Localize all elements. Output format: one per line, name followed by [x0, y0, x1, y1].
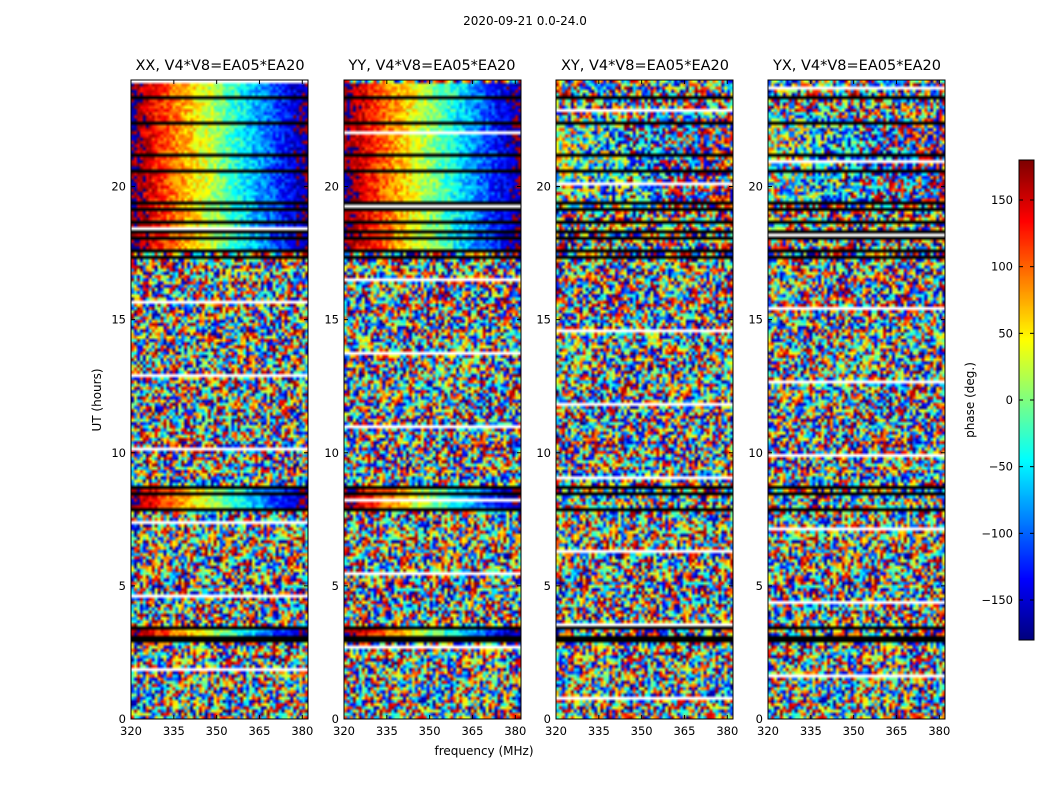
y-tick-label: 10 [748, 446, 763, 460]
panel-heatmap-2 [344, 80, 521, 719]
x-tick-label: 320 [545, 724, 567, 738]
y-tick-label: 5 [756, 579, 763, 593]
y-tick-label: 15 [324, 313, 339, 327]
x-tick-label: 350 [419, 724, 441, 738]
y-tick-label: 5 [119, 579, 126, 593]
colorbar-tick-label: 100 [991, 260, 1013, 274]
y-tick-label: 20 [111, 180, 126, 194]
x-tick-label: 335 [588, 724, 610, 738]
y-tick-label: 0 [756, 712, 763, 726]
y-axis-label: UT (hours) [90, 368, 104, 432]
y-tick-label: 10 [536, 446, 551, 460]
panel-heatmap-3 [556, 80, 733, 719]
x-tick-label: 365 [885, 724, 907, 738]
x-tick-label: 380 [928, 724, 950, 738]
x-tick-label: 365 [248, 724, 270, 738]
colorbar-tick-label: 150 [991, 193, 1013, 207]
colorbar-gradient [1019, 160, 1034, 640]
y-tick-label: 0 [332, 712, 339, 726]
y-tick-label: 5 [544, 579, 551, 593]
x-tick-label: 320 [333, 724, 355, 738]
x-tick-label: 380 [504, 724, 526, 738]
y-tick-label: 15 [748, 313, 763, 327]
y-tick-label: 15 [111, 313, 126, 327]
colorbar-tick-label: −50 [989, 460, 1013, 474]
x-tick-label: 350 [843, 724, 865, 738]
y-tick-label: 15 [536, 313, 551, 327]
panel-title-yx: YX, V4*V8=EA05*EA20 [772, 58, 941, 74]
x-axis-label: frequency (MHz) [434, 744, 534, 758]
x-tick-label: 380 [716, 724, 738, 738]
y-tick-label: 10 [324, 446, 339, 460]
panel-frame-2 [343, 79, 522, 720]
colorbar-tick-label: 0 [1006, 393, 1013, 407]
panel-title-xx: XX, V4*V8=EA05*EA20 [135, 58, 305, 74]
x-tick-label: 335 [800, 724, 822, 738]
colorbar-tick-label: 50 [998, 326, 1013, 340]
x-tick-label: 365 [461, 724, 483, 738]
x-tick-label: 350 [631, 724, 653, 738]
y-tick-label: 20 [324, 180, 339, 194]
panel-heatmap-4 [768, 80, 945, 719]
panel-frame-4 [767, 79, 946, 720]
panel-frame-3 [555, 79, 734, 720]
panel-frame-1 [130, 79, 309, 720]
y-tick-label: 5 [332, 579, 339, 593]
colorbar-tick-label: −100 [981, 526, 1013, 540]
y-tick-label: 20 [748, 180, 763, 194]
panel-heatmap-1 [131, 80, 308, 719]
x-tick-label: 335 [163, 724, 185, 738]
x-tick-label: 320 [120, 724, 142, 738]
colorbar-label: phase (deg.) [963, 362, 977, 438]
y-tick-label: 10 [111, 446, 126, 460]
x-tick-label: 320 [757, 724, 779, 738]
x-tick-label: 350 [206, 724, 228, 738]
panel-title-xy: XY, V4*V8=EA05*EA20 [560, 58, 729, 74]
panel-title-yy: YY, V4*V8=EA05*EA20 [348, 58, 516, 74]
figure-title: 2020-09-21 0.0-24.0 [463, 14, 587, 28]
y-tick-label: 0 [119, 712, 126, 726]
x-tick-label: 365 [673, 724, 695, 738]
y-tick-label: 20 [536, 180, 551, 194]
y-tick-label: 0 [544, 712, 551, 726]
x-tick-label: 380 [291, 724, 313, 738]
x-tick-label: 335 [376, 724, 398, 738]
colorbar-tick-label: −150 [981, 593, 1013, 607]
